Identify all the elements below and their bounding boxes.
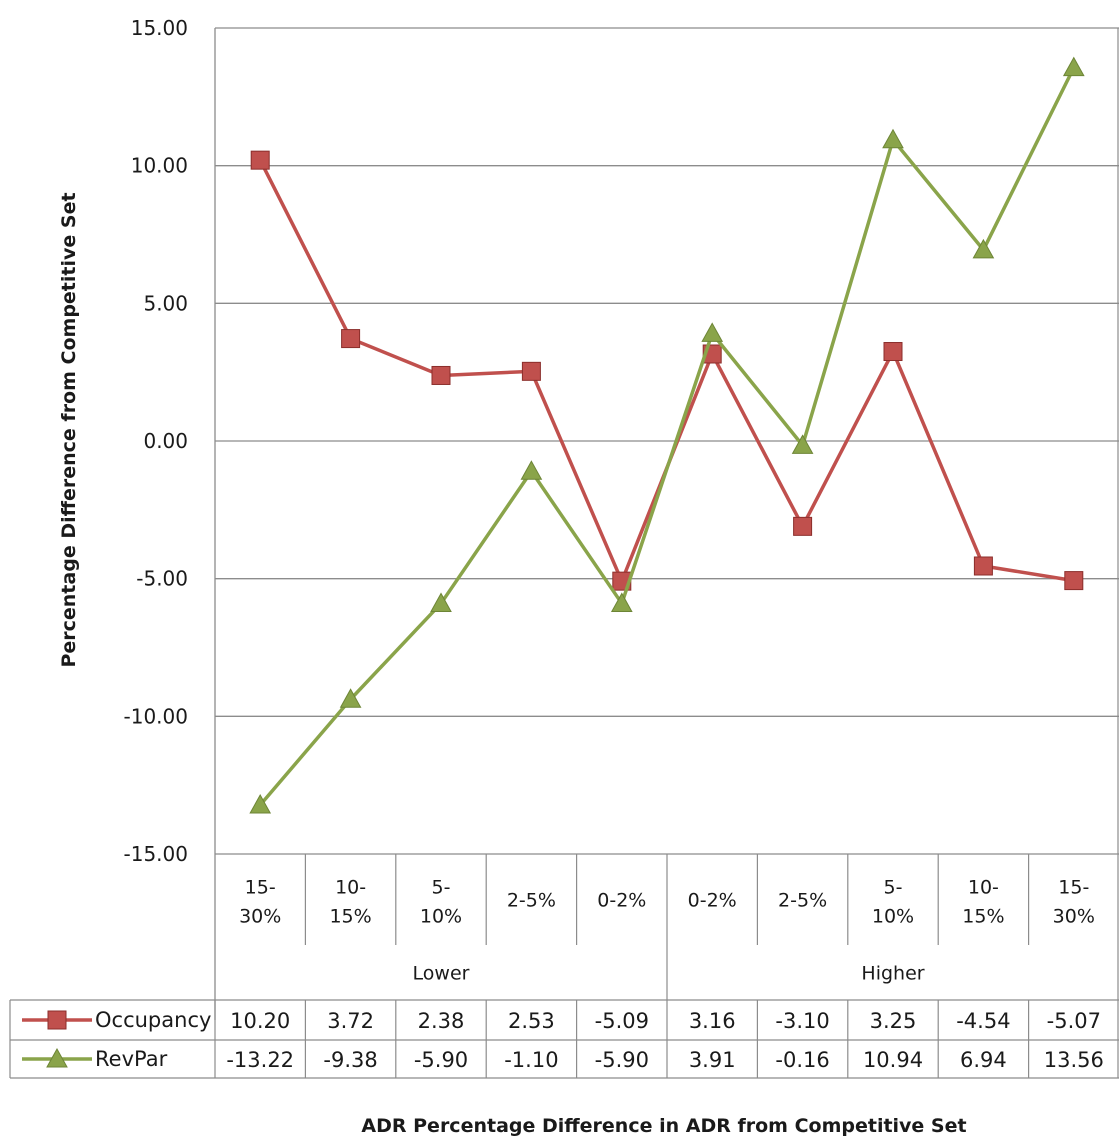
plot-series <box>249 56 1085 814</box>
revpar-point <box>701 322 724 342</box>
revpar-point <box>430 592 452 612</box>
revpar-table-value: 6.94 <box>960 1048 1007 1072</box>
x-axis-title: ADR Percentage Difference in ADR from Co… <box>361 1115 966 1137</box>
occupancy-point <box>1064 571 1084 591</box>
y-tick-label: 10.00 <box>131 154 188 178</box>
occupancy-table-value: -5.09 <box>595 1009 649 1033</box>
y-tick-label: 15.00 <box>131 16 188 40</box>
y-tick-label: 5.00 <box>143 291 188 315</box>
revpar-point <box>1062 56 1085 77</box>
y-axis-tick-labels: 15.00 10.00 5.00 0.00 -5.00 -10.00 -15.00 <box>124 16 188 866</box>
y-tick-label: 0.00 <box>143 429 188 453</box>
revpar-table-value: -13.22 <box>226 1048 294 1072</box>
x-tick-label: 15- <box>1058 877 1089 899</box>
group-label: Higher <box>861 963 924 985</box>
revpar-legend-marker <box>46 1047 68 1068</box>
occupancy-point <box>521 361 541 381</box>
occupancy-table-value: 2.38 <box>418 1009 465 1033</box>
x-tick-label: 30% <box>1053 906 1095 928</box>
revpar-table-value: 13.56 <box>1044 1048 1104 1072</box>
x-tick-label: 15% <box>962 906 1004 928</box>
revpar-point <box>520 460 543 480</box>
occupancy-table-value: 3.25 <box>870 1009 917 1033</box>
occupancy-legend-marker <box>47 1010 67 1030</box>
x-tick-label: 0-2% <box>597 890 646 912</box>
revpar-point <box>972 238 995 259</box>
y-axis-title: Percentage Difference from Competitive S… <box>58 192 80 667</box>
x-tick-label: 10% <box>872 906 914 928</box>
revpar-point <box>249 793 272 814</box>
x-tick-label: 10- <box>968 877 999 899</box>
y-tick-label: -10.00 <box>124 704 188 728</box>
revpar-point <box>882 128 904 149</box>
revpar-legend-label: RevPar <box>95 1047 168 1071</box>
revpar-table-value: -0.16 <box>775 1048 829 1072</box>
x-tick-label: 15- <box>245 877 276 899</box>
revpar-point <box>339 688 362 708</box>
gridlines <box>214 27 1119 1020</box>
x-tick-label: 10% <box>420 906 462 928</box>
occupancy-table-value: -5.07 <box>1047 1009 1101 1033</box>
revpar-point <box>791 434 814 454</box>
occupancy-line <box>258 159 1075 583</box>
revpar-table-value: -5.90 <box>414 1048 468 1072</box>
revpar-table-value: -1.10 <box>504 1048 558 1072</box>
occupancy-point <box>883 342 903 362</box>
x-tick-label: 5- <box>884 877 903 899</box>
revpar-table-value: -9.38 <box>323 1048 377 1072</box>
revpar-table-value: -5.90 <box>595 1048 649 1072</box>
occupancy-table-value: 10.20 <box>230 1009 290 1033</box>
occupancy-point <box>431 365 451 385</box>
x-tick-label: 30% <box>239 906 281 928</box>
occupancy-table-value: 3.16 <box>689 1009 736 1033</box>
y-tick-label: -15.00 <box>124 842 188 866</box>
occupancy-point <box>973 556 993 576</box>
x-tick-label: 15% <box>329 906 371 928</box>
occupancy-table-value: -3.10 <box>775 1009 829 1033</box>
occupancy-table-value: 3.72 <box>327 1009 374 1033</box>
x-tick-label: 10- <box>335 877 366 899</box>
x-tick-label: 0-2% <box>688 890 737 912</box>
occupancy-legend-label: Occupancy <box>95 1008 211 1032</box>
y-tick-label: -5.00 <box>136 567 188 591</box>
revpar-point <box>610 592 633 612</box>
x-tick-label: 5- <box>432 877 451 899</box>
revpar-table-value: 10.94 <box>863 1048 923 1072</box>
occupancy-point <box>250 150 270 170</box>
occupancy-table-value: -4.54 <box>956 1009 1010 1033</box>
data-table: 15- 30% 10- 15% 5- 10% 2-5% 0-2% 0-2% 2-5% 5- 10% 10… <box>9 28 1119 1079</box>
group-label: Lower <box>413 963 470 985</box>
revpar-line <box>258 66 1076 807</box>
occupancy-point <box>793 516 813 536</box>
x-tick-label: 2-5% <box>778 890 827 912</box>
revpar-table-value: 3.91 <box>689 1048 736 1072</box>
occupancy-table-value: 2.53 <box>508 1009 555 1033</box>
x-tick-label: 2-5% <box>507 890 556 912</box>
occupancy-point <box>341 329 361 349</box>
